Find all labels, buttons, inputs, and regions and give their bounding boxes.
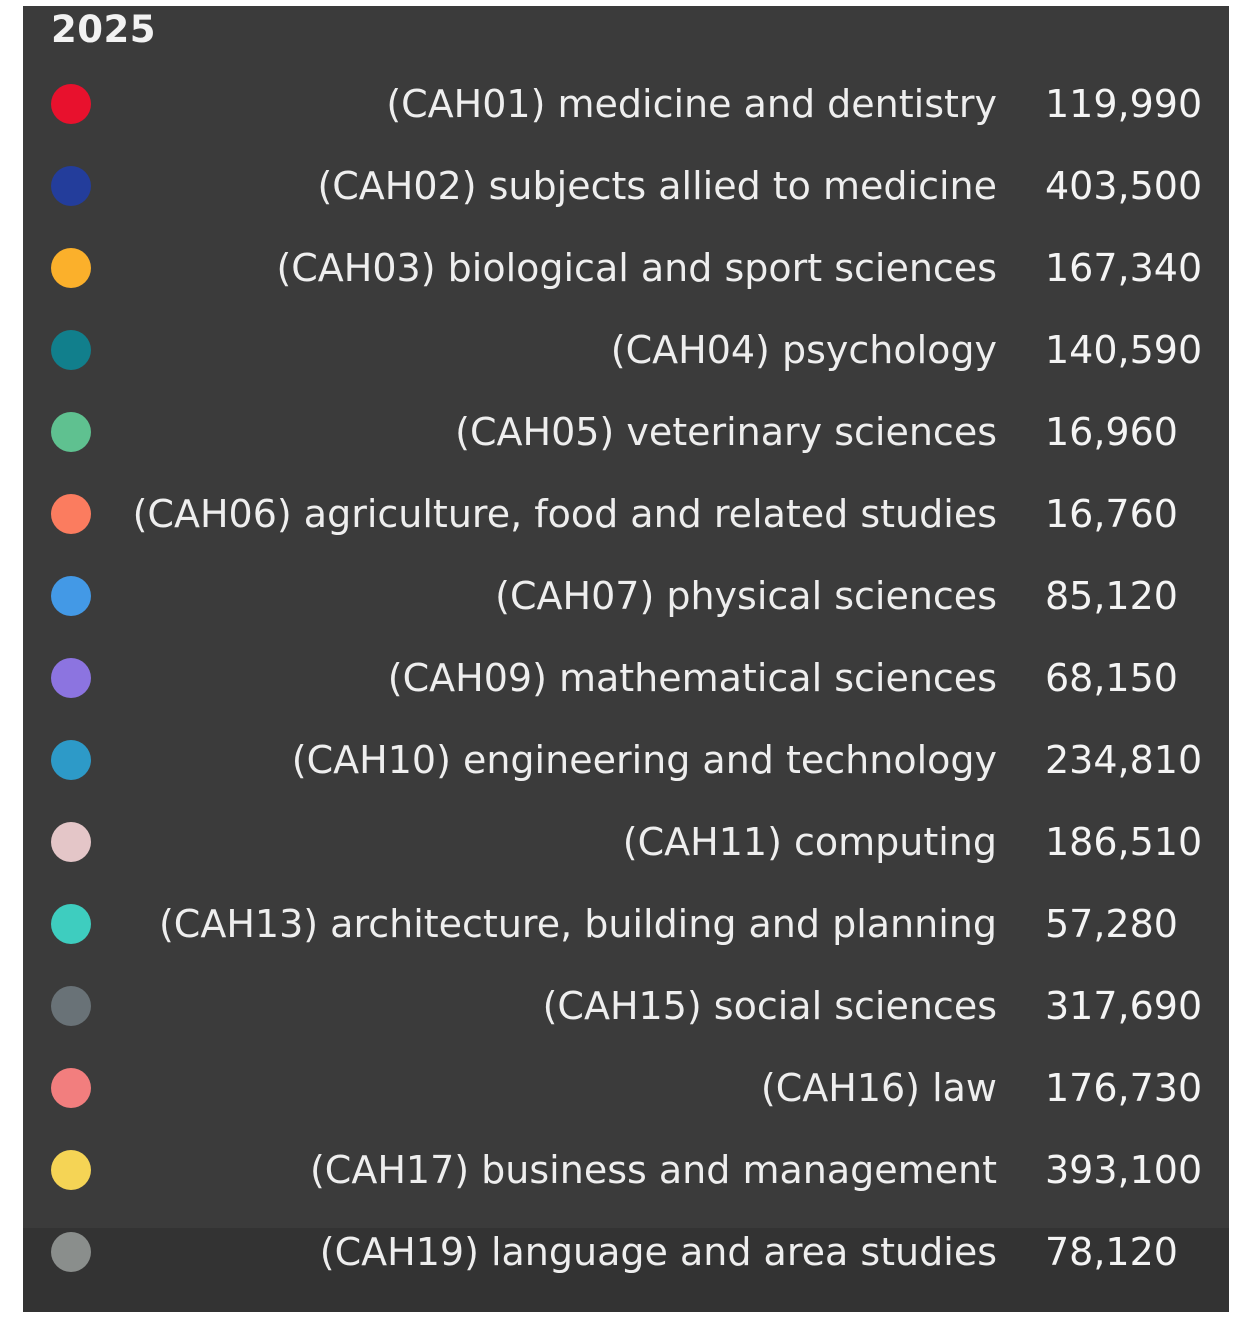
tooltip-row: (CAH10) engineering and technology 234,8… [23,719,1229,801]
series-value: 186,510 [1045,820,1203,864]
series-color-dot [51,494,91,534]
tooltip-panel: 2025 (CAH01) medicine and dentistry 119,… [23,6,1229,1312]
series-label: (CAH19) language and area studies [319,1230,997,1274]
series-label: (CAH16) law [760,1066,997,1110]
series-label: (CAH02) subjects allied to medicine [317,164,997,208]
tooltip-year: 2025 [51,8,156,51]
tooltip-row: (CAH15) social sciences 317,690 [23,965,1229,1047]
series-color-dot [51,1068,91,1108]
tooltip-row: (CAH04) psychology 140,590 [23,309,1229,391]
series-label: (CAH09) mathematical sciences [387,656,997,700]
series-color-dot [51,904,91,944]
series-value: 317,690 [1045,984,1203,1028]
series-value: 16,760 [1045,492,1178,536]
series-label: (CAH05) veterinary sciences [455,410,997,454]
tooltip-row: (CAH19) language and area studies 78,120 [23,1211,1229,1293]
tooltip-row: (CAH11) computing 186,510 [23,801,1229,883]
tooltip-row: (CAH02) subjects allied to medicine 403,… [23,145,1229,227]
tooltip-row: (CAH09) mathematical sciences 68,150 [23,637,1229,719]
series-value: 16,960 [1045,410,1178,454]
series-color-dot [51,84,91,124]
tooltip-row: (CAH06) agriculture, food and related st… [23,473,1229,555]
series-color-dot [51,1150,91,1190]
tooltip-row: (CAH17) business and management 393,100 [23,1129,1229,1211]
tooltip-row: (CAH01) medicine and dentistry 119,990 [23,63,1229,145]
series-color-dot [51,166,91,206]
series-value: 393,100 [1045,1148,1203,1192]
tooltip-row: (CAH05) veterinary sciences 16,960 [23,391,1229,473]
series-color-dot [51,330,91,370]
series-color-dot [51,822,91,862]
series-value: 403,500 [1045,164,1203,208]
series-value: 85,120 [1045,574,1178,618]
series-color-dot [51,248,91,288]
series-label: (CAH13) architecture, building and plann… [158,902,997,946]
series-value: 234,810 [1045,738,1203,782]
series-color-dot [51,412,91,452]
tooltip-row: (CAH13) architecture, building and plann… [23,883,1229,965]
series-value: 57,280 [1045,902,1178,946]
series-value: 68,150 [1045,656,1178,700]
series-label: (CAH03) biological and sport sciences [276,246,997,290]
series-color-dot [51,1232,91,1272]
series-label: (CAH07) physical sciences [495,574,997,618]
series-value: 140,590 [1045,328,1203,372]
series-label: (CAH06) agriculture, food and related st… [132,492,997,536]
series-color-dot [51,740,91,780]
series-value: 167,340 [1045,246,1203,290]
tooltip-row: (CAH16) law 176,730 [23,1047,1229,1129]
series-label: (CAH04) psychology [610,328,997,372]
tooltip-row: (CAH03) biological and sport sciences 16… [23,227,1229,309]
series-value: 78,120 [1045,1230,1178,1274]
series-label: (CAH01) medicine and dentistry [386,82,997,126]
series-label: (CAH17) business and management [309,1148,997,1192]
series-label: (CAH10) engineering and technology [291,738,997,782]
series-label: (CAH15) social sciences [542,984,997,1028]
series-color-dot [51,576,91,616]
tooltip-rows: (CAH01) medicine and dentistry 119,990 (… [23,63,1229,1293]
background-axis-strip [23,1228,1229,1312]
tooltip-row: (CAH07) physical sciences 85,120 [23,555,1229,637]
series-value: 176,730 [1045,1066,1203,1110]
series-value: 119,990 [1045,82,1203,126]
series-color-dot [51,658,91,698]
series-label: (CAH11) computing [622,820,997,864]
series-color-dot [51,986,91,1026]
